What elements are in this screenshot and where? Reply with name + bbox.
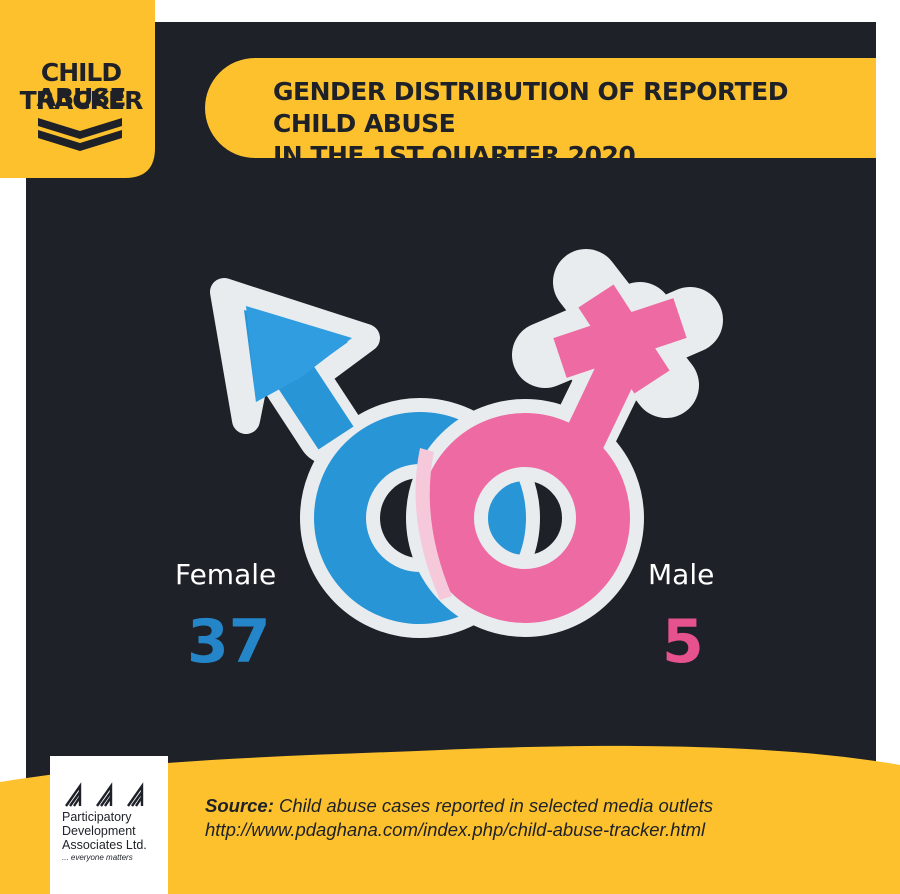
female-symbol-icon [406,249,723,637]
double-chevron-down-icon [38,118,122,151]
source-url: http://www.pdaghana.com/index.php/child-… [205,819,706,840]
logo-line2: TRACKER [19,86,144,115]
pda-org-name: Participatory Development Associates Ltd… [62,810,172,852]
title-line2: IN THE 1ST QUARTER 2020 [273,141,636,170]
pda-logo-icon [65,782,144,807]
page-title: GENDER DISTRIBUTION OF REPORTED CHILD AB… [273,76,873,172]
source-key: Source: [205,795,274,816]
logo-line1: CHILD ABUSE [36,58,127,112]
male-label: Male [648,558,715,591]
pda-tagline: ... everyone matters [62,853,133,862]
title-line1: GENDER DISTRIBUTION OF REPORTED CHILD AB… [273,77,789,138]
source-text: Child abuse cases reported in selected m… [273,795,714,816]
female-count: 37 [187,607,271,677]
male-symbol-icon [210,278,540,638]
female-label: Female [175,558,277,591]
male-count: 5 [662,607,704,677]
footer-wave [0,745,900,894]
pda-org-line1: Participatory [62,810,132,824]
pda-logo-box [50,756,168,894]
source-note: Source: Child abuse cases reported in se… [205,794,885,842]
pda-logo: Participatory Development Associates Ltd… [62,778,172,862]
title-banner [205,58,876,158]
pda-org-line3: Associates Ltd. [62,838,147,852]
pda-org-line2: Development [62,824,136,838]
